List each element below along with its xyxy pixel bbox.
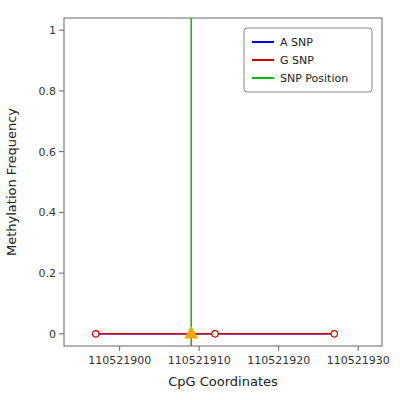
y-tick [59, 333, 64, 334]
legend-swatch [252, 77, 274, 79]
y-tick-label: 0.6 [39, 146, 57, 159]
point [331, 331, 337, 337]
triangle-marker [185, 327, 198, 338]
legend-label: A SNP [280, 36, 313, 49]
x-tick-label: 110521910 [168, 354, 231, 367]
x-tick-label: 110521920 [247, 354, 310, 367]
x-tick [278, 346, 279, 351]
y-axis-label: Methylation Frequency [4, 108, 19, 256]
x-tick [358, 346, 359, 351]
x-tick-label: 110521900 [88, 354, 151, 367]
plot-frame [64, 18, 382, 346]
legend: A SNP G SNP SNP Position [244, 28, 372, 92]
point [212, 331, 218, 337]
legend-box [244, 28, 372, 92]
snp-line [190, 18, 192, 346]
y-tick [59, 273, 64, 274]
legend-label: SNP Position [280, 72, 348, 85]
y-tick-label: 0.8 [39, 85, 57, 98]
x-axis-label: CpG Coordinates [168, 374, 278, 389]
chart: 110521900 110521910 110521920 110521930 0 0.2… [0, 0, 400, 400]
point [93, 331, 99, 337]
y-tick [59, 90, 64, 91]
legend-swatch [252, 41, 274, 43]
y-tick [59, 30, 64, 31]
y-tick [59, 212, 64, 213]
x-tick [119, 346, 120, 351]
y-tick-label: 0.2 [39, 267, 57, 280]
y-tick-label: 0 [49, 328, 56, 341]
x-tick [199, 346, 200, 351]
y-tick-label: 1 [49, 24, 56, 37]
y-tick-label: 0.4 [39, 206, 57, 219]
x-tick-label: 110521930 [327, 354, 390, 367]
y-tick [59, 151, 64, 152]
legend-swatch [252, 59, 274, 61]
legend-label: G SNP [280, 54, 314, 67]
